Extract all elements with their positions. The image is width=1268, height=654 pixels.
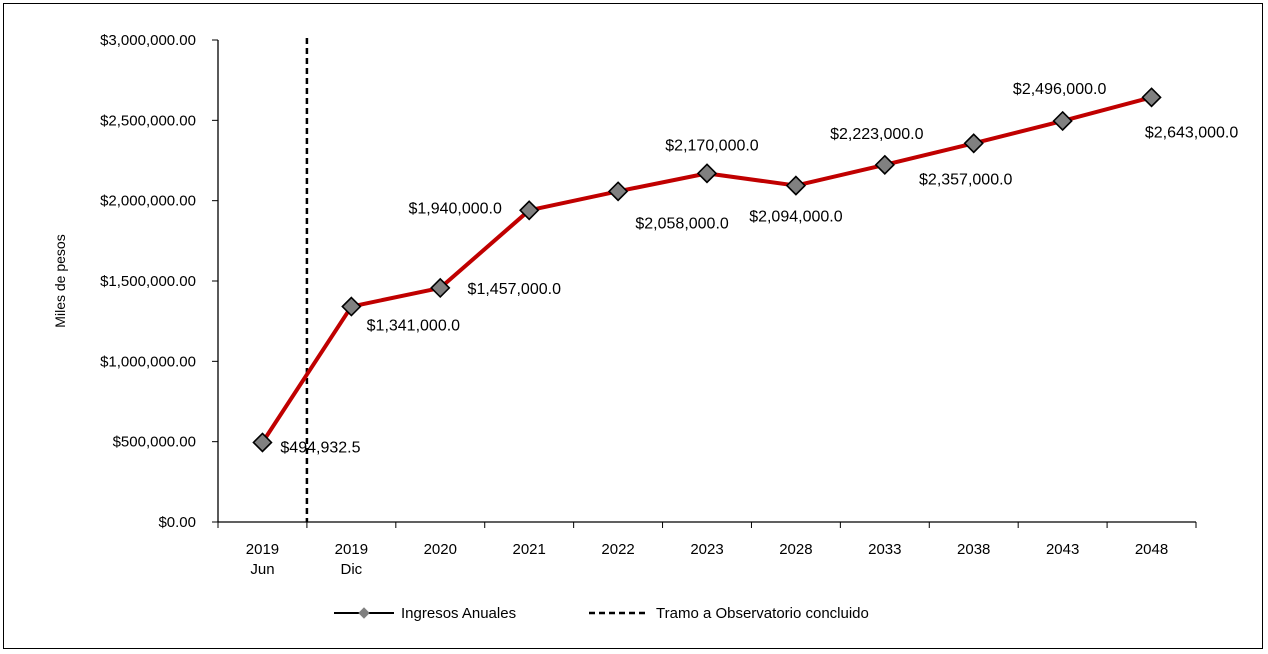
x-axis: 2019 Jun 2019 Dic 2020 2021 2022 2023 2028 2033 20… [217, 521, 1197, 578]
x-tick-label: 2019 [246, 541, 279, 558]
y-tick-label: $2,500,000.00 [100, 112, 196, 129]
y-tick-label: $0.00 [158, 514, 196, 531]
y-tick-label: $3,000,000.00 [100, 32, 196, 49]
data-point [874, 154, 895, 175]
data-point [1141, 87, 1162, 108]
data-label: $2,496,000.0 [1013, 81, 1107, 98]
data-point [341, 296, 362, 317]
data-point [1052, 110, 1073, 132]
series-group [252, 87, 1162, 453]
data-point [430, 277, 451, 299]
data-point [963, 133, 984, 154]
x-tick-label: 2028 [779, 541, 812, 558]
data-label: $494,932.5 [280, 439, 360, 456]
y-tick-label: $1,000,000.00 [100, 353, 196, 370]
data-label: $1,341,000.0 [367, 318, 461, 335]
data-label: $2,643,000.0 [1145, 124, 1239, 141]
y-tick-label: $2,000,000.00 [100, 193, 196, 210]
legend-series-marker [358, 607, 370, 619]
data-label: $1,940,000.0 [408, 200, 502, 217]
legend-reference-label: Tramo a Observatorio concluido [656, 605, 869, 622]
y-tick-label: $1,500,000.00 [100, 273, 196, 290]
x-tick-label: 2043 [1046, 541, 1079, 558]
x-tick-label: 2038 [957, 541, 990, 558]
data-label: $2,058,000.0 [635, 215, 729, 232]
data-label: $2,170,000.0 [665, 137, 759, 154]
chart-frame [3, 3, 1263, 649]
data-labels: $494,932.5 $1,341,000.0 $1,457,000.0 $1,940… [280, 81, 1238, 457]
data-label: $2,094,000.0 [749, 209, 843, 226]
x-tick-label: 2048 [1135, 541, 1168, 558]
data-point [519, 200, 540, 221]
data-label: $1,457,000.0 [468, 281, 562, 298]
data-point [607, 181, 629, 202]
x-tick-label: 2019 [335, 541, 368, 558]
data-label: $2,223,000.0 [830, 126, 924, 143]
x-tick-label: 2021 [512, 541, 545, 558]
x-tick-label: Jun [250, 561, 274, 578]
legend: Ingresos Anuales Tramo a Observatorio con… [334, 605, 869, 622]
x-tick-label: 2023 [690, 541, 723, 558]
y-axis-title: Miles de pesos [52, 234, 68, 327]
y-tick-label: $500,000.00 [113, 434, 196, 451]
legend-series-label: Ingresos Anuales [401, 605, 516, 622]
data-point [252, 432, 273, 453]
data-point [696, 163, 718, 184]
y-axis: $0.00 $500,000.00 $1,000,000.00 $1,500,000.… [100, 32, 219, 531]
x-tick-label: 2020 [424, 541, 457, 558]
data-label: $2,357,000.0 [919, 171, 1013, 188]
x-tick-label: 2033 [868, 541, 901, 558]
data-point [785, 175, 807, 196]
x-tick-label: 2022 [601, 541, 634, 558]
x-tick-label: Dic [341, 561, 363, 578]
